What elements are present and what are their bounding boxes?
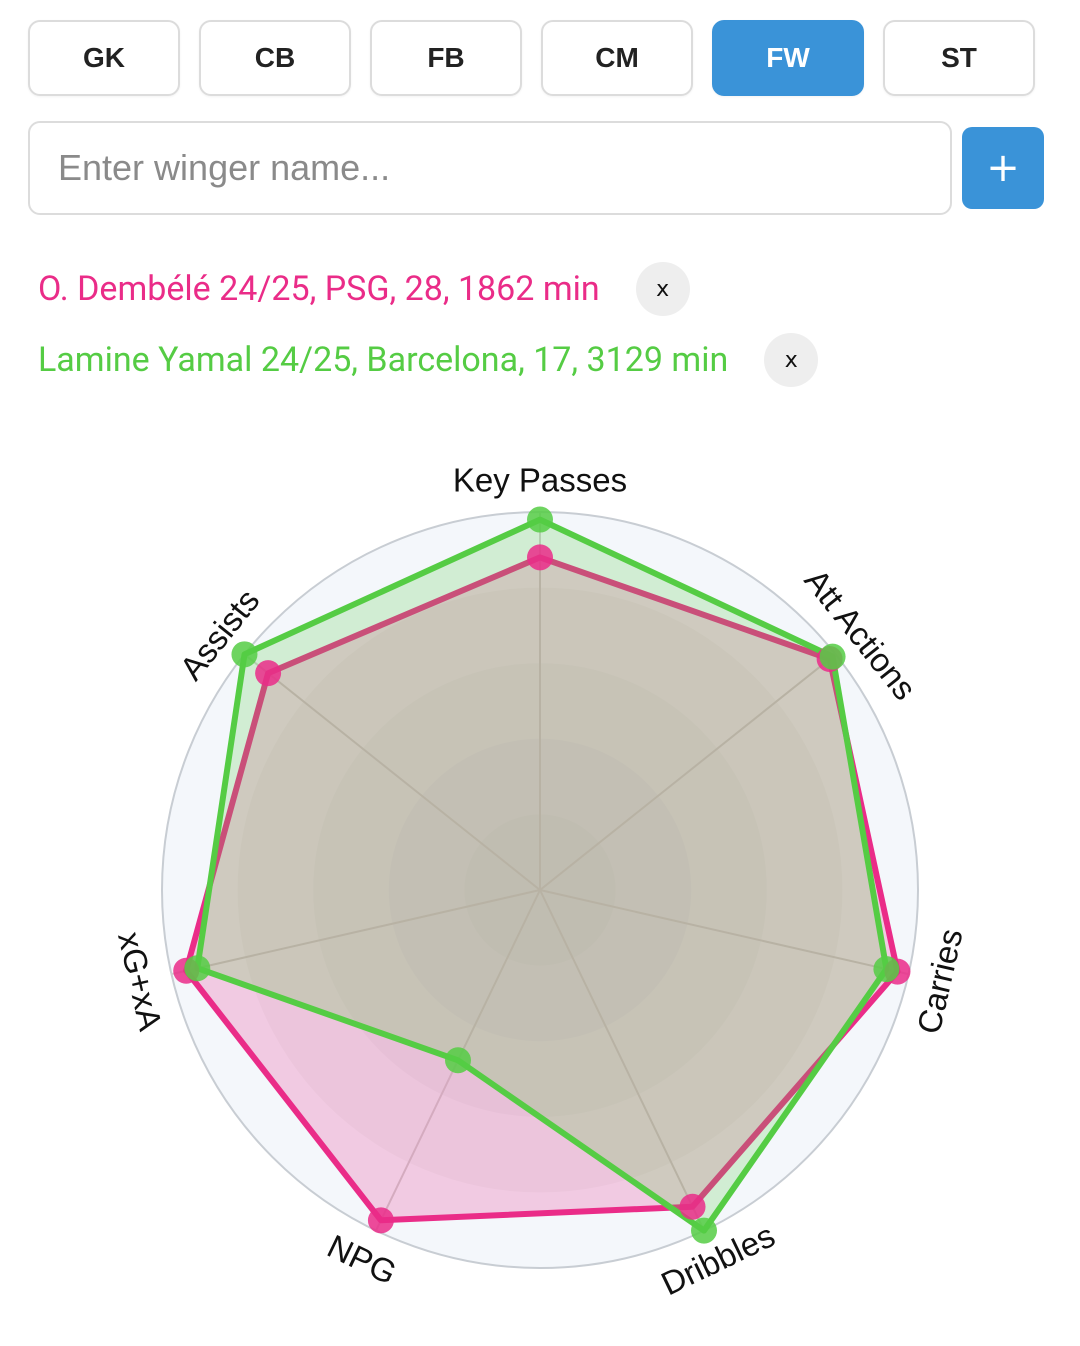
position-button-gk[interactable]: GK — [28, 20, 180, 96]
radar-axis-label-3: Carries — [910, 925, 970, 1037]
radar-series-2-point-4 — [691, 1217, 718, 1244]
radar-spoke-7 — [243, 653, 541, 891]
radar-axis-label-6: xG+xA — [111, 928, 169, 1034]
position-selector: GK CB FB CM FW ST — [28, 20, 1036, 98]
remove-player-2-button[interactable]: x — [764, 333, 819, 387]
position-button-st[interactable]: ST — [883, 20, 1035, 96]
close-icon: x — [784, 347, 798, 373]
radar-spoke-6 — [171, 889, 541, 976]
radar-series-2-point-7 — [231, 641, 258, 668]
remove-player-1-button[interactable]: x — [635, 262, 690, 316]
position-button-cm[interactable]: CM — [541, 20, 693, 96]
radar-series-1-point-7 — [255, 660, 282, 687]
radar-series-1-point-1 — [527, 544, 553, 571]
radar-spoke-3 — [539, 889, 909, 976]
close-icon: x — [656, 276, 670, 302]
radar-series-2-point-3 — [873, 956, 900, 983]
position-button-fw[interactable]: FW — [712, 20, 864, 96]
plus-icon: + — [986, 145, 1020, 191]
radar-series-2-point-1 — [527, 506, 553, 533]
radar-series-2-point-5 — [444, 1047, 471, 1074]
player-entry-2: Lamine Yamal 24/25, Barcelona, 17, 3129 … — [38, 332, 819, 388]
position-button-cb[interactable]: CB — [199, 20, 351, 96]
player-label-2: Lamine Yamal 24/25, Barcelona, 17, 3129 … — [38, 340, 729, 380]
player-label-1: O. Dembélé 24/25, PSG, 28, 1862 min — [38, 269, 600, 309]
player-entry-1: O. Dembélé 24/25, PSG, 28, 1862 min x — [38, 261, 690, 317]
winger-search-input[interactable] — [28, 121, 952, 215]
radar-spoke-4 — [539, 889, 705, 1232]
radar-series-2-point-2 — [819, 643, 846, 670]
radar-series-1-point-5 — [367, 1207, 394, 1234]
position-button-fb[interactable]: FB — [370, 20, 522, 96]
radar-series-1-point-4 — [679, 1193, 706, 1220]
radar-spokes — [171, 512, 909, 1232]
radar-series-layer — [173, 506, 911, 1244]
radar-series-2-point-6 — [184, 955, 211, 982]
radar-spoke-2 — [539, 653, 837, 891]
add-player-button[interactable]: + — [962, 127, 1044, 209]
radar-series-2-area — [194, 516, 890, 1234]
radar-axis-label-1: Key Passes — [453, 462, 627, 499]
